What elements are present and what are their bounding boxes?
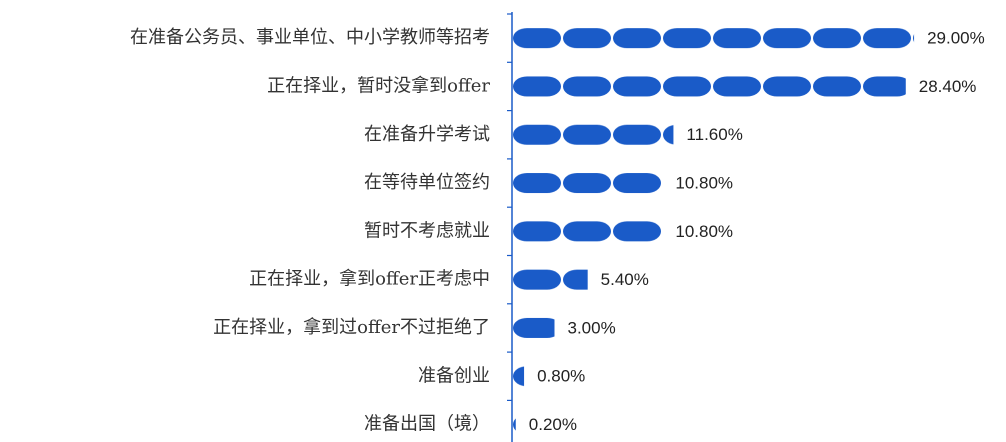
value-label: 10.80% [675,222,733,241]
value-label: 10.80% [675,174,733,193]
category-label: 暂时不考虑就业 [364,220,490,241]
value-label: 0.20% [529,415,577,434]
category-label: 在准备公务员、事业单位、中小学教师等招考 [130,27,490,48]
value-label: 29.00% [927,29,985,48]
category-label: 在准备升学考试 [364,124,490,145]
category-label: 正在择业，暂时没拿到offer [267,74,490,96]
bar [513,269,588,290]
bar [513,366,525,387]
value-label: 0.80% [537,367,585,386]
value-label: 5.40% [601,270,649,289]
bar [513,76,906,97]
category-label: 准备出国（境） [364,414,490,435]
bar [513,221,663,242]
bar [513,28,915,49]
bar [513,414,516,435]
value-label: 3.00% [567,318,615,337]
category-label: 正在择业，拿到过offer不过拒绝了 [213,316,490,338]
value-label: 28.40% [919,77,977,96]
bar [513,173,663,194]
category-label: 在等待单位签约 [364,172,490,193]
value-label: 11.60% [686,125,742,144]
bar [513,317,555,338]
category-label: 准备创业 [418,365,490,386]
bar [513,124,674,145]
category-label: 正在择业，拿到offer正考虑中 [249,268,490,290]
